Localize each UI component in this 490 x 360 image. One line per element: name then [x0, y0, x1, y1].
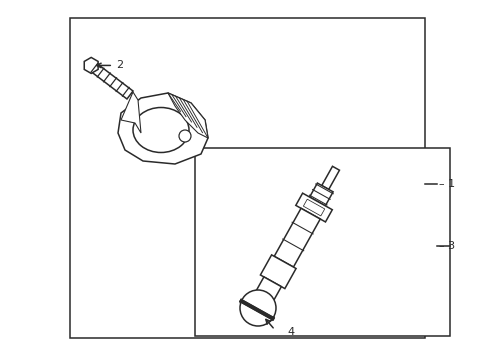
- Polygon shape: [274, 208, 320, 267]
- Bar: [195, 148, 450, 336]
- Polygon shape: [121, 92, 141, 133]
- Circle shape: [254, 300, 265, 310]
- Bar: [70, 18, 425, 338]
- Text: – 3: – 3: [439, 241, 455, 251]
- Polygon shape: [241, 299, 274, 320]
- Polygon shape: [260, 255, 296, 289]
- Polygon shape: [296, 193, 332, 222]
- Circle shape: [179, 130, 191, 142]
- Ellipse shape: [133, 108, 189, 153]
- Polygon shape: [168, 93, 208, 138]
- Polygon shape: [310, 183, 333, 206]
- Polygon shape: [322, 166, 340, 189]
- Text: 2: 2: [116, 60, 123, 71]
- Text: 4: 4: [287, 327, 294, 337]
- Polygon shape: [303, 199, 325, 216]
- Polygon shape: [84, 58, 98, 73]
- Text: – 1: – 1: [439, 179, 455, 189]
- Polygon shape: [118, 93, 208, 164]
- Circle shape: [240, 290, 276, 326]
- Polygon shape: [254, 277, 281, 304]
- Polygon shape: [85, 59, 133, 99]
